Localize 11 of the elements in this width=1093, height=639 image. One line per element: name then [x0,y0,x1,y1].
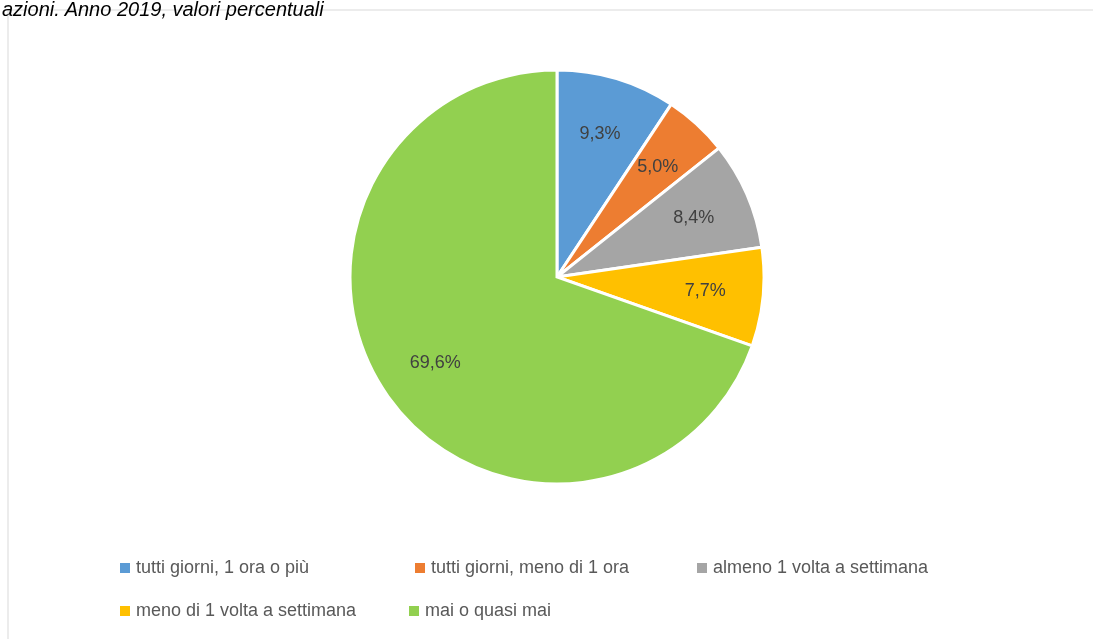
legend-label: meno di 1 volta a settimana [136,599,358,620]
legend-label: almeno 1 volta a settimana [713,556,930,577]
data-label: 7,7% [684,280,726,301]
legend-label: mai o quasi mai [425,599,552,620]
chart-title: azioni. Anno 2019, valori percentuali [2,0,325,21]
data-label: 8,4% [673,206,715,227]
legend-label: tutti giorni, meno di 1 ora [431,556,631,577]
data-label: 5,0% [637,155,679,176]
data-label: 69,6% [409,351,461,372]
data-label: 9,3% [579,123,621,144]
legend-label: tutti giorni, 1 ora o più [136,556,310,577]
